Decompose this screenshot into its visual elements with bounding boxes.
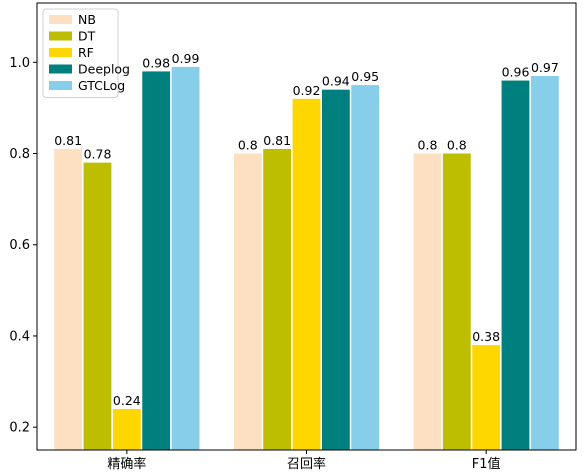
bar-dt-1 (263, 148, 292, 451)
data-label: 0.8 (447, 138, 467, 153)
bar-dt-2 (442, 153, 471, 451)
bar-deeplog-0 (142, 71, 171, 450)
data-label: 0.78 (84, 147, 112, 162)
bar-nb-1 (233, 153, 262, 451)
legend-swatch-nb (49, 15, 72, 24)
bar-deeplog-2 (501, 80, 530, 450)
bar-gtclog-1 (351, 85, 380, 450)
data-label: 0.38 (472, 329, 500, 344)
bar-deeplog-1 (321, 89, 350, 450)
data-label: 0.8 (238, 138, 258, 153)
data-label: 0.97 (531, 60, 559, 75)
data-label: 0.96 (502, 65, 530, 80)
data-label: 0.81 (263, 133, 291, 148)
legend-swatch-deeplog (49, 64, 72, 74)
data-label: 0.94 (322, 74, 350, 89)
y-tick-label: 0.8 (9, 147, 30, 162)
y-axis: 0.2 0.4 0.6 0.8 1.0 (9, 56, 37, 436)
legend-frame (42, 8, 119, 98)
x-tick-label: F1值 (472, 456, 501, 472)
data-label: 0.24 (113, 393, 141, 408)
bar-gtclog-0 (171, 66, 200, 450)
y-tick-label: 0.6 (9, 238, 30, 253)
legend-label: GTCLog (78, 78, 125, 93)
bar-nb-0 (54, 148, 83, 451)
legend-label: NB (78, 12, 96, 27)
legend-swatch-gtclog (49, 81, 72, 90)
plot-frame (36, 2, 577, 451)
data-label: 0.98 (142, 55, 170, 70)
y-tick-label: 0.4 (9, 329, 30, 344)
y-tick-label: 0.2 (9, 421, 30, 436)
legend-swatch-rf (49, 48, 72, 57)
bar-dt-0 (83, 162, 112, 450)
bar-rf-1 (292, 98, 321, 451)
legend-label: DT (78, 29, 96, 44)
y-tick-label: 1.0 (9, 56, 30, 71)
data-label: 0.99 (172, 51, 200, 66)
bar-nb-2 (413, 153, 442, 451)
legend-label: RF (78, 45, 94, 60)
data-label: 0.81 (54, 133, 82, 148)
data-label: 0.92 (293, 83, 321, 98)
legend-swatch-dt (49, 31, 72, 41)
data-label: 0.95 (351, 69, 379, 84)
bars (54, 66, 559, 451)
data-labels: 0.810.780.240.98 0.990.8 0.810.920.94 0.950… (54, 51, 559, 408)
bar-gtclog-2 (530, 75, 559, 451)
bar-rf-2 (472, 345, 501, 450)
x-tick-label: 召回率 (287, 456, 326, 472)
x-tick-label: 精确率 (107, 456, 146, 472)
data-label: 0.8 (418, 138, 438, 153)
legend-label: Deeplog (78, 62, 130, 77)
x-axis: 精确率 召回率 F1值 (107, 450, 501, 472)
bar-rf-0 (112, 408, 141, 450)
